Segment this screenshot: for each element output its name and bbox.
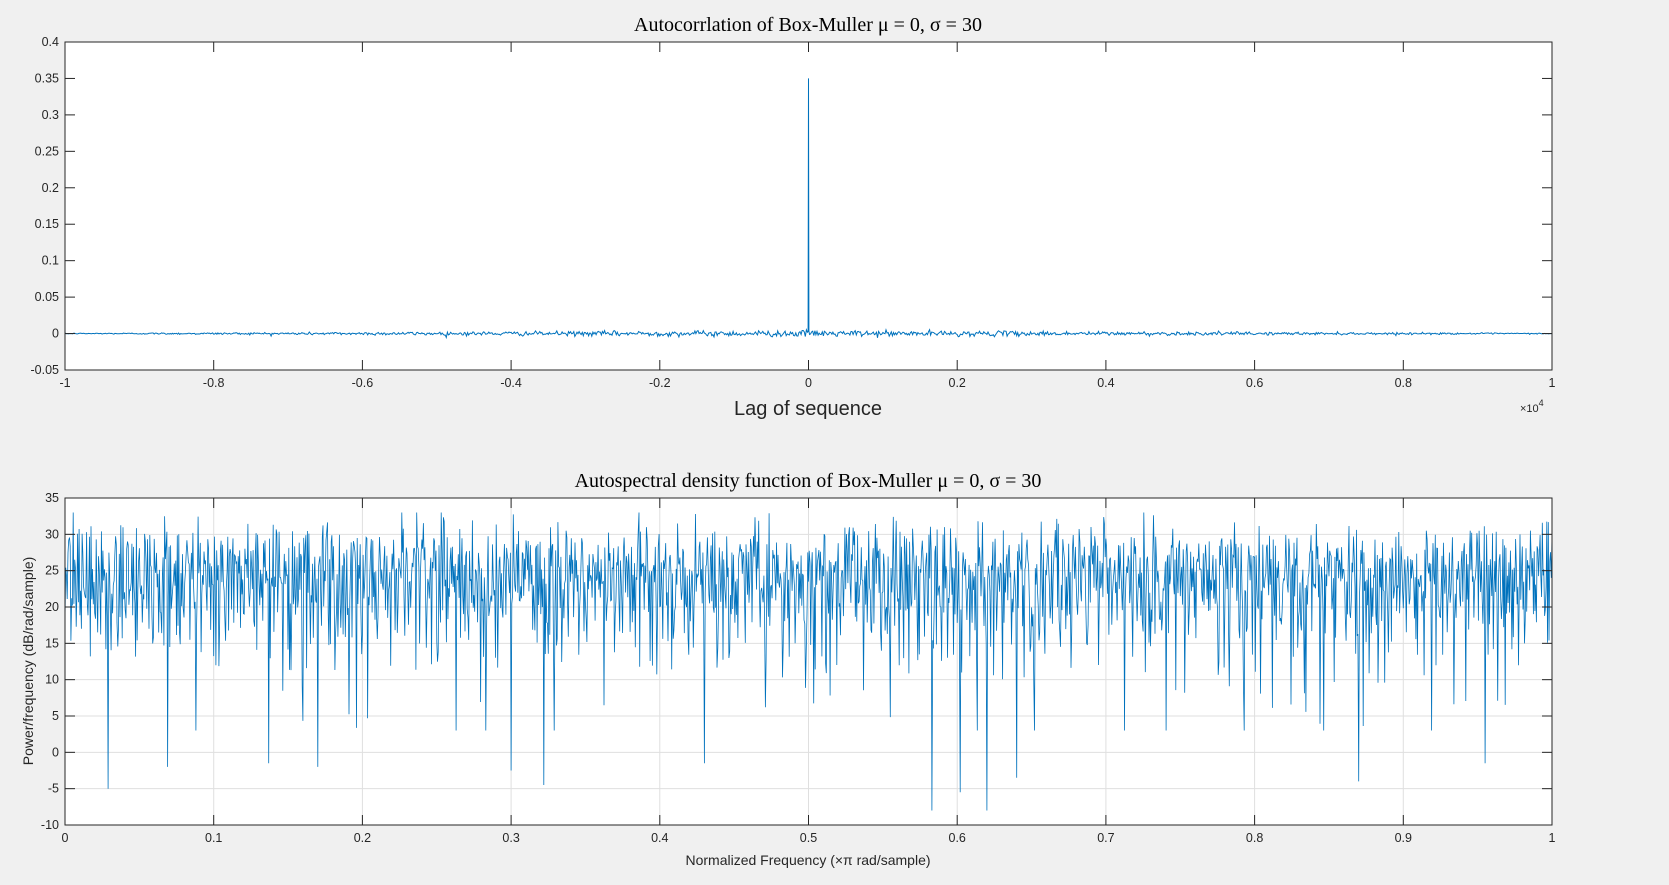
y-tick-label: -5 (48, 782, 59, 796)
x-tick-label: -0.2 (649, 376, 671, 390)
autocorrelation-axes: Autocorrlation of Box-Muller μ = 0, σ = … (31, 14, 1556, 420)
y-tick-label: 0.1 (42, 254, 59, 268)
psd-x-label: Normalized Frequency (×π rad/sample) (685, 852, 930, 868)
y-tick-label: 0.4 (42, 35, 59, 49)
y-tick-label: 10 (45, 673, 59, 687)
x-tick-label: 0.6 (1246, 376, 1263, 390)
psd-line (64, 512, 1553, 811)
x-tick-label: 0.7 (1097, 831, 1114, 845)
y-tick-label: -10 (41, 818, 59, 832)
x-tick-label: -0.4 (500, 376, 522, 390)
y-tick-label: 0.05 (35, 290, 59, 304)
y-tick-label: -0.05 (31, 363, 60, 377)
autocorrelation-ticks: -1 -0.8 -0.6 -0.4 -0.2 0 0.2 0.4 0.6 0.8 1 -0.05 0 0.… (31, 35, 1556, 390)
x-multiplier-base: ×10 (1520, 403, 1539, 415)
x-tick-label: 0.2 (354, 831, 371, 845)
psd-title: Autospectral density function of Box-Mul… (575, 470, 1042, 492)
y-tick-label: 0.3 (42, 108, 59, 122)
y-tick-label: 5 (52, 709, 59, 723)
x-tick-label: 1 (1549, 831, 1556, 845)
y-tick-label: 15 (45, 636, 59, 650)
y-tick-label: 0 (52, 327, 59, 341)
y-tick-label: 0.25 (35, 144, 59, 158)
autocorrelation-series (64, 78, 1552, 340)
psd-series (64, 512, 1553, 811)
x-tick-label: 0.5 (800, 831, 817, 845)
x-tick-label: -1 (59, 376, 70, 390)
y-tick-label: 30 (45, 527, 59, 541)
x-tick-label: 0.6 (949, 831, 966, 845)
psd-y-label: Power/frequency (dB/rad/sample) (20, 557, 36, 766)
psd-axes: Autospectral density function of Box-Mul… (20, 470, 1556, 868)
x-tick-label: 1 (1549, 376, 1556, 390)
x-tick-label: 0.4 (651, 831, 668, 845)
y-tick-label: 0.2 (42, 181, 59, 195)
x-tick-label: 0 (805, 376, 812, 390)
y-tick-label: 0.15 (35, 217, 59, 231)
y-tick-label: 20 (45, 600, 59, 614)
x-multiplier-exponent: 4 (1539, 398, 1544, 408)
x-tick-label: 0.9 (1395, 831, 1412, 845)
x-tick-label: 0 (62, 831, 69, 845)
x-tick-label: 0.8 (1246, 831, 1263, 845)
x-tick-label: 0.8 (1395, 376, 1412, 390)
y-tick-label: 0 (52, 745, 59, 759)
y-tick-label: 0.35 (35, 71, 59, 85)
x-tick-label: 0.1 (205, 831, 222, 845)
x-tick-label: -0.8 (203, 376, 225, 390)
x-tick-label: 0.3 (502, 831, 519, 845)
autocorrelation-x-label: Lag of sequence (734, 398, 882, 420)
autocorrelation-line (64, 78, 1552, 340)
y-tick-label: 35 (45, 491, 59, 505)
x-tick-label: -0.6 (352, 376, 374, 390)
x-tick-label: 0.2 (949, 376, 966, 390)
autocorrelation-x-multiplier: ×104 (1520, 398, 1544, 415)
psd-ticks: 0 0.1 0.2 0.3 0.4 0.5 0.6 0.7 0.8 0.9 1 -10 -5 0 5 10 15… (41, 491, 1556, 845)
autocorrelation-title: Autocorrlation of Box-Muller μ = 0, σ = … (634, 14, 982, 36)
y-tick-label: 25 (45, 564, 59, 578)
x-tick-label: 0.4 (1097, 376, 1114, 390)
